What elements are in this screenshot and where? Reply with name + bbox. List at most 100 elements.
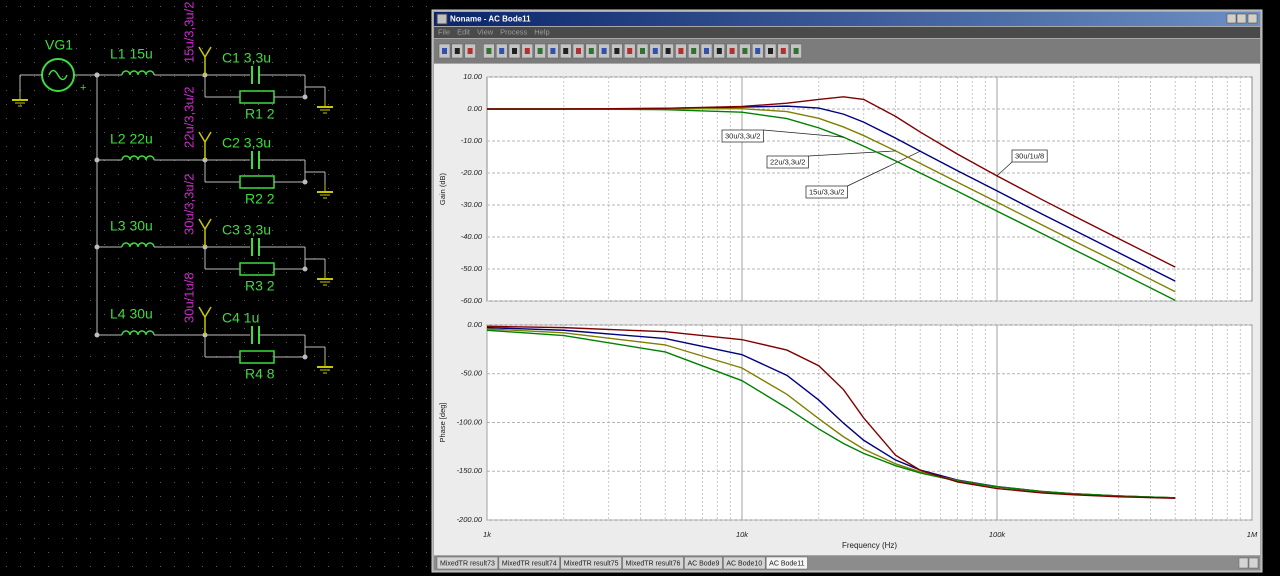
- toolbar-icon: [467, 48, 473, 54]
- toolbar-icon: [793, 48, 799, 54]
- y-tick-label: -60.00: [461, 296, 483, 305]
- curve-label-box: [1011, 149, 1048, 163]
- source-label: VG1: [45, 37, 73, 53]
- minimize-button[interactable]: [1226, 13, 1237, 24]
- tab-label[interactable]: MixedTR result75: [564, 560, 619, 567]
- inductor: [121, 242, 155, 248]
- resistor-label: R1 2: [245, 106, 275, 122]
- schematic-grid: [0, 0, 430, 576]
- node: [94, 332, 100, 338]
- tab-scroll[interactable]: [1238, 557, 1249, 569]
- menu-item[interactable]: Help: [534, 27, 549, 36]
- y-tick-label: -40.00: [461, 232, 483, 241]
- window-title: Noname - AC Bode11: [450, 15, 531, 24]
- y-tick-label: -10.00: [461, 136, 483, 145]
- resistor-label: R3 2: [245, 278, 275, 294]
- curve-label-pointer: [996, 161, 1013, 177]
- tab-label[interactable]: MixedTR result73: [440, 560, 495, 567]
- y-tick-label: 0.00: [467, 320, 482, 329]
- toolbar-icon: [640, 48, 645, 54]
- inductor-label: L2 22u: [110, 131, 153, 147]
- tab[interactable]: [684, 556, 723, 570]
- tab-label[interactable]: AC Bode11: [769, 560, 804, 567]
- tab[interactable]: [560, 556, 622, 570]
- y-tick-label: 0.00: [467, 104, 482, 113]
- menu-item[interactable]: Edit: [457, 27, 471, 36]
- toolbar-icon: [537, 48, 543, 54]
- tab[interactable]: [765, 556, 808, 570]
- y-tick-label: -100.00: [457, 417, 483, 426]
- x-tick-label: 1k: [483, 530, 492, 539]
- y-tick-label: -50.00: [461, 264, 483, 273]
- tab-label[interactable]: MixedTR result74: [502, 560, 557, 567]
- menu-item[interactable]: File: [438, 27, 450, 36]
- probe-label: 22u/3,3u/2: [181, 87, 196, 148]
- node: [94, 72, 100, 78]
- toolbar-icon: [524, 48, 530, 54]
- toolbar-icon: [563, 48, 569, 54]
- window-icon: [436, 13, 448, 25]
- curve-label-pointer: [763, 129, 844, 138]
- curve: [487, 107, 1176, 293]
- tab[interactable]: [498, 556, 560, 570]
- tab[interactable]: [622, 556, 684, 570]
- curve-label-pointer: [808, 150, 896, 157]
- curve-label: 15u/3,3u/2: [809, 187, 844, 196]
- node: [302, 266, 308, 272]
- curve: [486, 329, 1176, 499]
- tab-label[interactable]: AC Bode9: [687, 560, 719, 567]
- node: [302, 94, 308, 100]
- probe: [198, 46, 212, 59]
- capacitor-label: C1 3,3u: [222, 50, 271, 66]
- toolbar: [434, 39, 1260, 63]
- node: [302, 354, 308, 360]
- x-tick-label: 1M: [1247, 530, 1258, 539]
- tab-label[interactable]: MixedTR result76: [626, 560, 681, 567]
- menu-bar: [434, 27, 1260, 38]
- tab[interactable]: [723, 556, 766, 570]
- toolbar-icon: [704, 48, 709, 54]
- x-tick-label: 100k: [989, 530, 1007, 539]
- toolbar-icon: [742, 48, 748, 54]
- menu-item[interactable]: Process: [500, 27, 527, 36]
- tab[interactable]: [436, 556, 499, 570]
- curve: [486, 325, 1176, 499]
- node: [94, 244, 100, 250]
- curve-label: 22u/3,3u/2: [770, 157, 805, 166]
- toolbar-icon: [627, 48, 633, 54]
- menu-item[interactable]: View: [477, 27, 494, 36]
- toolbar-icon: [486, 48, 492, 54]
- inductor: [121, 70, 155, 76]
- close-button[interactable]: [1247, 13, 1258, 24]
- toolbar-icon: [588, 48, 594, 54]
- toolbar-icon: [652, 48, 658, 54]
- toolbar-icon: [780, 48, 786, 54]
- probe-label: 30u/1u/8: [181, 272, 196, 323]
- resistor-label: R2 2: [245, 191, 275, 207]
- curve-label-box: [766, 155, 809, 169]
- capacitor-label: C4 1u: [222, 310, 259, 326]
- inductor-label: L4 30u: [110, 306, 153, 322]
- toolbar-icon: [691, 48, 697, 54]
- curve-label-box: [721, 129, 764, 143]
- maximize-button[interactable]: [1236, 13, 1247, 24]
- curve: [487, 108, 1176, 301]
- toolbar-icon: [678, 48, 684, 54]
- y-tick-label: -50.00: [461, 369, 483, 378]
- toolbar-icon: [601, 48, 607, 54]
- tab-scroll[interactable]: [1248, 557, 1259, 569]
- inductor-label: L3 30u: [110, 218, 153, 234]
- probe: [198, 306, 212, 319]
- capacitor-label: C2 3,3u: [222, 135, 271, 151]
- toolbar-icon: [576, 48, 581, 54]
- toolbar-icon: [512, 48, 517, 54]
- node: [302, 179, 308, 185]
- inductor: [121, 330, 155, 336]
- y-tick-label: -30.00: [461, 200, 483, 209]
- tab-label[interactable]: AC Bode10: [726, 560, 762, 567]
- toolbar-icon: [442, 48, 447, 54]
- inductor: [121, 155, 155, 161]
- y-tick-label: -20.00: [461, 168, 483, 177]
